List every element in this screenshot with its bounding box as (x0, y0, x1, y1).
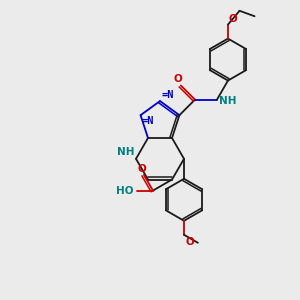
Text: =N: =N (142, 116, 154, 126)
Text: =N: =N (161, 90, 173, 100)
Text: O: O (173, 74, 182, 85)
Text: HO: HO (116, 186, 134, 196)
Text: O: O (229, 14, 238, 24)
Text: O: O (185, 237, 194, 247)
Text: NH: NH (219, 96, 236, 106)
Text: O: O (138, 164, 146, 174)
Text: NH: NH (116, 147, 134, 157)
